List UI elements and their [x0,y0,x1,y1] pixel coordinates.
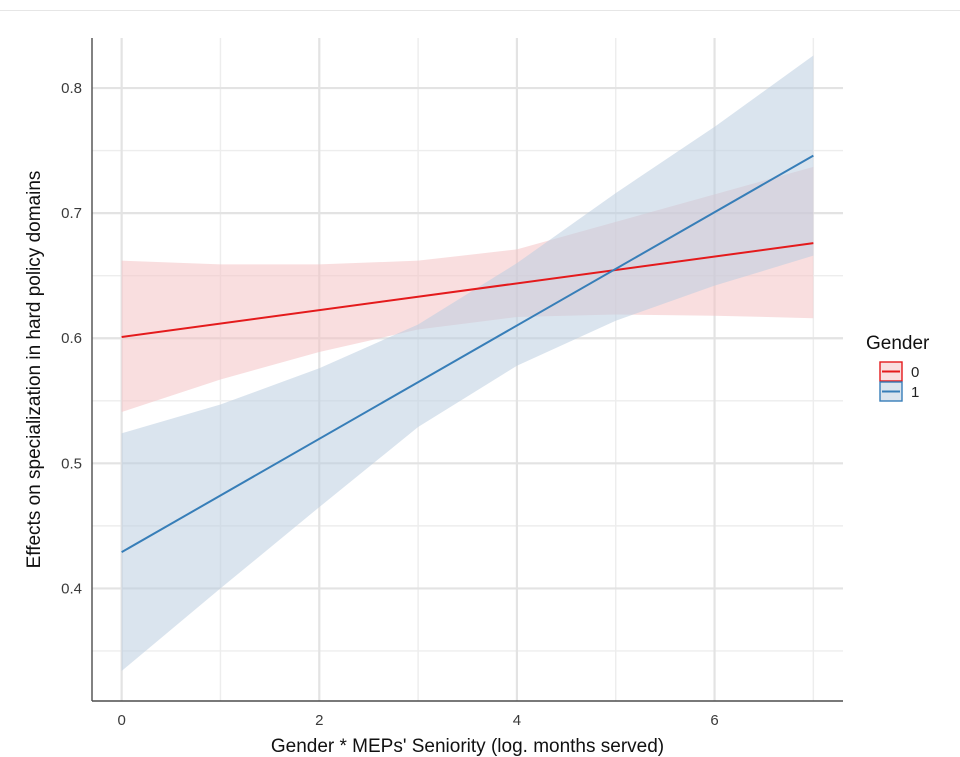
series-lines [121,154,814,554]
y-tick-labels: 0.4 0.5 0.6 0.7 0.8 [61,80,82,597]
y-tick-label: 0.7 [61,205,82,222]
series-line-0 [121,242,814,338]
legend-label-1: 1 [911,384,919,401]
y-tick-label: 0.6 [61,330,82,347]
axes [91,38,843,702]
x-axis-title: Gender * MEPs' Seniority (log. months se… [271,736,664,757]
confidence-bands [121,55,814,671]
x-tick-label: 6 [710,712,718,729]
y-tick-label: 0.8 [61,80,82,97]
series-line-1 [121,154,814,554]
x-tick-label: 4 [513,712,521,729]
y-tick-label: 0.5 [61,455,82,472]
legend: Gender 01 [866,333,930,402]
y-tick-label: 0.4 [61,580,82,597]
legend-label-0: 0 [911,364,919,381]
x-tick-label: 2 [315,712,323,729]
confidence-band-1 [121,55,814,671]
y-axis-title: Effects on specialization in hard policy… [24,171,45,569]
x-tick-labels: 0 2 4 6 [117,712,718,729]
legend-items: 01 [879,361,919,402]
x-tick-label: 0 [117,712,125,729]
legend-title: Gender [866,333,930,354]
top-divider [0,10,960,11]
